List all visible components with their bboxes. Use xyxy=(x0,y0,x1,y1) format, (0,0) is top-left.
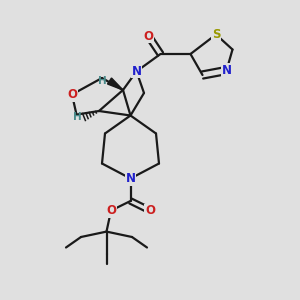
Text: N: N xyxy=(125,172,136,185)
Text: N: N xyxy=(221,64,232,77)
Text: O: O xyxy=(67,88,77,101)
Text: N: N xyxy=(131,65,142,78)
Text: O: O xyxy=(145,204,155,217)
Text: H: H xyxy=(98,76,106,86)
Text: S: S xyxy=(212,28,220,41)
Polygon shape xyxy=(107,78,123,90)
Text: O: O xyxy=(106,204,116,217)
Text: H: H xyxy=(73,112,82,122)
Text: O: O xyxy=(143,29,154,43)
